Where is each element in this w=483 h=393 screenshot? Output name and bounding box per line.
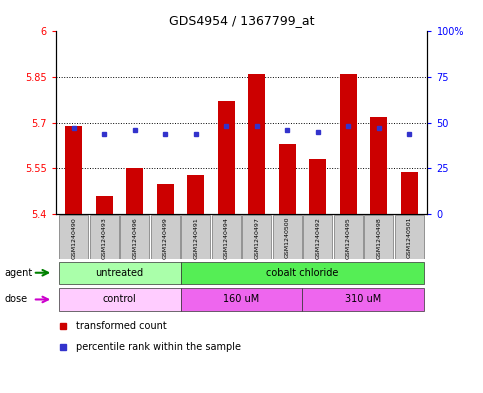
Bar	[157, 184, 174, 214]
Text: GSM1240494: GSM1240494	[224, 217, 229, 259]
Bar	[181, 261, 425, 284]
Bar	[187, 174, 204, 214]
Text: transformed count: transformed count	[76, 321, 167, 331]
Bar	[181, 288, 302, 311]
Bar	[59, 215, 88, 259]
Text: untreated: untreated	[96, 268, 143, 278]
Bar	[242, 215, 271, 259]
Bar	[302, 288, 425, 311]
Bar	[401, 171, 417, 214]
Text: agent: agent	[5, 268, 33, 278]
Text: GSM1240497: GSM1240497	[254, 217, 259, 259]
Bar	[212, 215, 241, 259]
Bar	[272, 215, 302, 259]
Bar	[181, 215, 211, 259]
Text: 310 uM: 310 uM	[345, 294, 382, 305]
Bar	[248, 74, 265, 214]
Bar	[364, 215, 393, 259]
Bar	[340, 74, 356, 214]
Bar	[66, 126, 82, 214]
Bar	[58, 261, 181, 284]
Bar	[279, 144, 296, 214]
Text: dose: dose	[5, 294, 28, 305]
Bar	[218, 101, 235, 214]
Text: GSM1240499: GSM1240499	[163, 217, 168, 259]
Bar	[395, 215, 424, 259]
Text: cobalt chloride: cobalt chloride	[266, 268, 339, 278]
Text: 160 uM: 160 uM	[223, 294, 260, 305]
Text: GSM1240501: GSM1240501	[407, 217, 412, 258]
Bar	[334, 215, 363, 259]
Text: GSM1240495: GSM1240495	[346, 217, 351, 259]
Text: GSM1240493: GSM1240493	[102, 217, 107, 259]
Bar	[309, 160, 326, 214]
Bar	[58, 288, 181, 311]
Text: control: control	[103, 294, 136, 305]
Bar	[120, 215, 149, 259]
Text: GDS4954 / 1367799_at: GDS4954 / 1367799_at	[169, 14, 314, 27]
Text: GSM1240492: GSM1240492	[315, 217, 320, 259]
Bar	[370, 117, 387, 214]
Bar	[96, 196, 113, 214]
Bar	[127, 169, 143, 214]
Text: GSM1240496: GSM1240496	[132, 217, 137, 259]
Bar	[303, 215, 332, 259]
Text: percentile rank within the sample: percentile rank within the sample	[76, 342, 241, 352]
Text: GSM1240498: GSM1240498	[376, 217, 381, 259]
Bar	[90, 215, 119, 259]
Text: GSM1240490: GSM1240490	[71, 217, 76, 259]
Text: GSM1240500: GSM1240500	[284, 217, 290, 258]
Bar	[151, 215, 180, 259]
Text: GSM1240491: GSM1240491	[193, 217, 199, 259]
